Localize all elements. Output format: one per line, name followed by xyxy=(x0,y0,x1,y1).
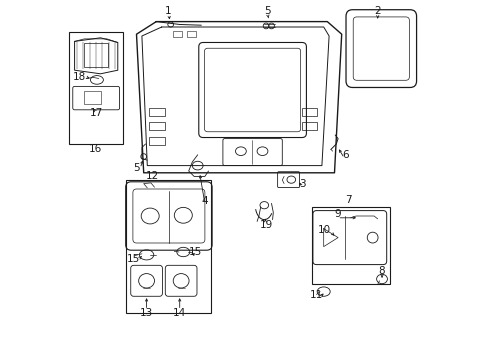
Text: 15: 15 xyxy=(189,247,202,257)
Bar xyxy=(311,207,389,284)
Bar xyxy=(84,43,107,67)
Text: 15: 15 xyxy=(127,254,140,264)
Text: 12: 12 xyxy=(146,171,159,181)
Bar xyxy=(84,91,101,104)
Text: 16: 16 xyxy=(88,144,102,154)
Bar xyxy=(149,122,165,130)
Bar xyxy=(172,31,181,37)
Text: 14: 14 xyxy=(173,308,186,318)
Bar xyxy=(149,137,165,145)
Text: 5: 5 xyxy=(264,6,271,16)
Text: 4: 4 xyxy=(201,196,208,206)
Text: 8: 8 xyxy=(378,266,385,276)
Bar xyxy=(302,122,316,130)
Text: 9: 9 xyxy=(334,209,341,219)
Text: 10: 10 xyxy=(317,225,330,235)
Text: 7: 7 xyxy=(345,195,351,205)
Bar xyxy=(126,180,211,313)
Text: 1: 1 xyxy=(164,6,171,16)
Text: 6: 6 xyxy=(342,150,348,160)
Text: 18: 18 xyxy=(73,72,86,82)
Bar xyxy=(69,32,122,144)
Text: 11: 11 xyxy=(309,290,323,300)
Bar xyxy=(302,108,316,116)
Text: 13: 13 xyxy=(140,308,153,318)
Text: 2: 2 xyxy=(374,6,380,16)
Text: 5: 5 xyxy=(133,163,140,174)
Bar xyxy=(186,31,196,37)
Text: 17: 17 xyxy=(90,108,103,118)
Bar xyxy=(149,108,165,116)
Text: 19: 19 xyxy=(259,220,272,230)
Text: 3: 3 xyxy=(298,179,305,189)
